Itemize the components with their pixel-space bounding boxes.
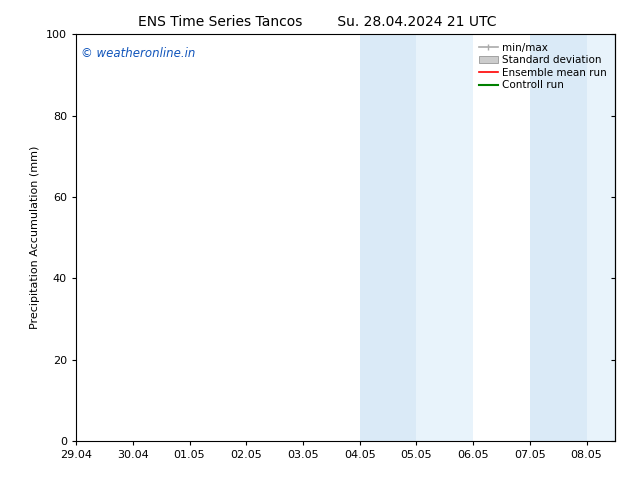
- Bar: [417, 34, 473, 441]
- Bar: [530, 34, 586, 441]
- Bar: [359, 34, 417, 441]
- Y-axis label: Precipitation Accumulation (mm): Precipitation Accumulation (mm): [30, 146, 41, 329]
- Text: ENS Time Series Tancos        Su. 28.04.2024 21 UTC: ENS Time Series Tancos Su. 28.04.2024 21…: [138, 15, 496, 29]
- Legend: min/max, Standard deviation, Ensemble mean run, Controll run: min/max, Standard deviation, Ensemble me…: [476, 40, 610, 94]
- Bar: [586, 34, 634, 441]
- Text: © weatheronline.in: © weatheronline.in: [81, 47, 196, 59]
